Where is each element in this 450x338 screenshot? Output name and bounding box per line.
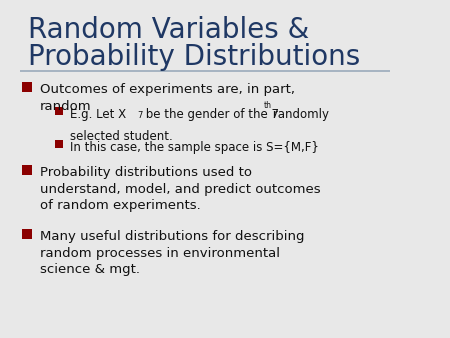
Text: Probability Distributions: Probability Distributions [28,43,360,71]
Text: Outcomes of experiments are, in part,
random: Outcomes of experiments are, in part, ra… [40,83,295,113]
Bar [55,140,63,147]
Text: 7: 7 [137,111,142,120]
Text: be the gender of the 7: be the gender of the 7 [142,108,279,121]
Text: Probability distributions used to
understand, model, and predict outcomes
of ran: Probability distributions used to unders… [40,166,320,212]
Bar [22,82,32,92]
Text: randomly: randomly [269,108,329,121]
Text: In this case, the sample space is S={M,F}: In this case, the sample space is S={M,F… [70,141,319,154]
Text: E.g. Let X: E.g. Let X [70,108,126,121]
Text: th: th [264,101,272,110]
Text: Random Variables &: Random Variables & [28,16,309,44]
Bar [22,165,32,175]
Bar [22,229,32,239]
Text: selected student.: selected student. [70,130,173,143]
Text: Many useful distributions for describing
random processes in environmental
scien: Many useful distributions for describing… [40,230,305,276]
Bar [55,107,63,115]
